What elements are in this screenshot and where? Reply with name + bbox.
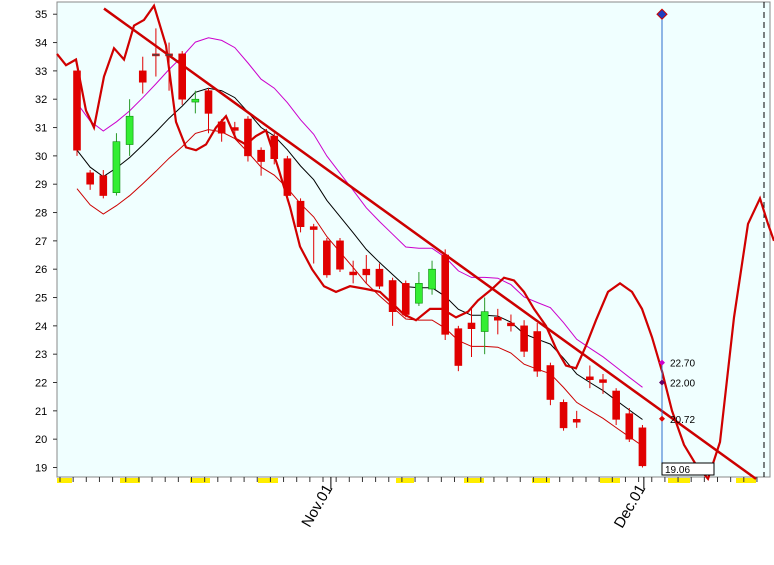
candle-body (388, 280, 397, 312)
candle-body (323, 240, 331, 276)
candle-body (296, 200, 305, 227)
candle-body (493, 317, 502, 321)
x-tick-label: Dec.01 (611, 482, 649, 532)
candle-body (349, 271, 357, 276)
candle-body (533, 331, 542, 372)
candle-body (572, 419, 581, 423)
candle-body (362, 268, 371, 276)
y-tick-label: 24 (35, 321, 47, 333)
candle-body (112, 141, 121, 193)
x-axis-highlight (736, 478, 756, 483)
candle-body (178, 53, 186, 100)
x-axis-highlight (464, 478, 484, 483)
marker-diamond (656, 8, 668, 20)
x-axis-highlight (120, 478, 140, 483)
y-tick-label: 35 (35, 9, 47, 21)
x-axis-highlight (57, 478, 72, 483)
candle-body (428, 268, 436, 290)
candle-body (283, 158, 292, 196)
candle-body (415, 283, 423, 304)
price-label-marker (659, 415, 665, 422)
y-tick-label: 28 (35, 208, 47, 220)
candle-body (99, 175, 108, 196)
y-tick-label: 29 (35, 179, 47, 191)
moving-average-line (76, 87, 643, 420)
candle-body (546, 365, 555, 400)
down-trendline (103, 7, 757, 480)
price-markers: 22.70 22.00 20.72 19.06 (656, 8, 715, 476)
y-tick-label: 26 (35, 264, 47, 276)
candle-body (73, 70, 81, 151)
candle-body (520, 325, 528, 352)
cycle-projection-line (56, 3, 774, 482)
y-tick-label: 20 (35, 434, 47, 446)
candle-body (152, 53, 160, 57)
y-tick-label: 34 (35, 38, 47, 50)
x-axis-highlight (396, 478, 414, 483)
candle-body (86, 172, 94, 185)
x-axis-highlight (190, 478, 210, 483)
y-tick-label: 30 (35, 151, 47, 163)
candle-body (454, 328, 463, 366)
candle-body (586, 376, 594, 380)
candle-body (507, 322, 515, 327)
candle-body (638, 427, 647, 467)
candle-body (125, 115, 134, 145)
last-value-box (661, 462, 715, 476)
y-tick-label: 23 (35, 349, 47, 361)
y-tick-label: 21 (35, 406, 47, 418)
candle-body (138, 70, 147, 83)
candle-body (441, 254, 450, 335)
candle-body (401, 283, 410, 315)
candle-body (625, 413, 634, 440)
x-axis-highlight (668, 478, 690, 483)
candle-body (217, 121, 226, 134)
price-label-marker (659, 379, 665, 386)
candle-body (309, 226, 318, 230)
x-axis-highlight (600, 478, 620, 483)
x-axis-highlight (532, 478, 550, 483)
x-tick-label: Nov.01 (298, 482, 336, 531)
candle-body (559, 402, 568, 429)
candle-body (599, 379, 607, 383)
candle-body (480, 311, 489, 332)
candle-body (231, 127, 239, 131)
candle-body (165, 53, 173, 57)
y-tick-label: 31 (35, 123, 47, 135)
candle-body (191, 98, 200, 103)
candle-body (336, 240, 344, 270)
candle-body (257, 149, 265, 162)
candle-body (612, 390, 620, 420)
candle-body (270, 135, 279, 160)
price-label: 22.00 (670, 379, 695, 390)
price-label-marker (659, 359, 665, 366)
candle-body (375, 268, 384, 287)
price-label: 22.70 (670, 359, 695, 370)
upper-envelope-line (76, 37, 643, 388)
indicator-lines (56, 3, 774, 482)
y-tick-label: 22 (35, 378, 47, 390)
y-tick-label: 32 (35, 94, 47, 106)
candle-body (244, 118, 252, 157)
y-tick-label: 19 (35, 463, 47, 475)
price-label: 20.72 (670, 415, 695, 426)
candle-body (467, 322, 476, 329)
plot-background (56, 1, 771, 478)
candles (73, 28, 647, 468)
x-axis-highlight (258, 478, 278, 483)
last-value-label: 19.06 (665, 465, 690, 476)
candle-body (204, 90, 213, 114)
y-axis: 19 20 21 22 23 24 25 26 27 28 29 30 31 32 33 34 35 (35, 9, 57, 475)
y-tick-label: 33 (35, 66, 47, 78)
y-tick-label: 27 (35, 236, 47, 248)
y-tick-label: 25 (35, 293, 47, 305)
